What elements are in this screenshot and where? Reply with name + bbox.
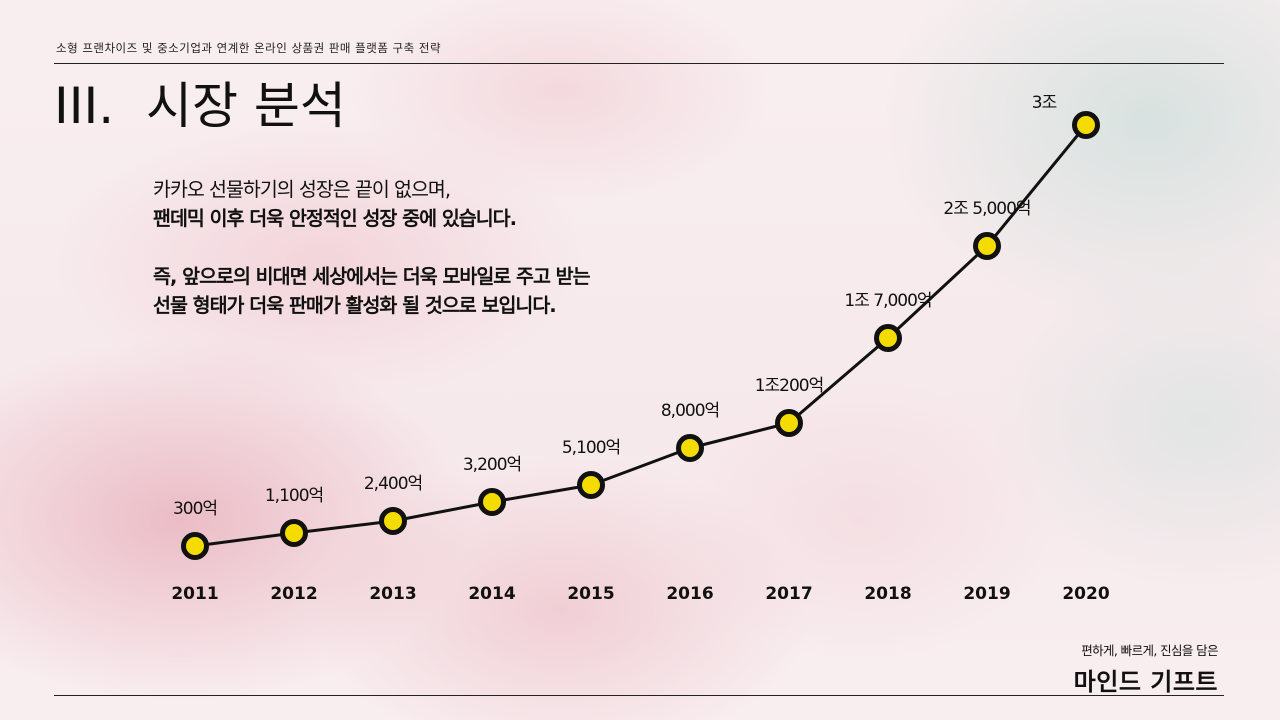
x-tick-2018: 2018 <box>864 584 911 604</box>
x-tick-2013: 2013 <box>369 584 416 604</box>
description-line-4: 선물 형태가 더욱 판매가 활성화 될 것으로 보입니다. <box>153 294 557 317</box>
data-label-2016: 8,000억 <box>661 401 719 421</box>
data-point-2017 <box>775 409 803 437</box>
data-label-2019: 2조 5,000억 <box>943 199 1030 219</box>
data-label-2012: 1,100억 <box>265 486 323 506</box>
top-divider <box>54 63 1224 64</box>
section-title: 시장 분석 <box>146 77 346 135</box>
x-tick-2015: 2015 <box>567 584 614 604</box>
description-line-1: 카카오 선물하기의 성장은 끝이 없으며, <box>153 178 451 201</box>
data-point-2015 <box>577 471 605 499</box>
description-text: 카카오 선물하기의 성장은 끝이 없으며, 팬데믹 이후 더욱 안정적인 성장 … <box>153 175 591 320</box>
brand-block: 편하게, 빠르게, 진심을 담은 마인드 기프트 <box>1073 640 1219 697</box>
data-label-2017: 1조200억 <box>755 376 824 396</box>
x-tick-2012: 2012 <box>270 584 317 604</box>
data-label-2018: 1조 7,000억 <box>844 291 931 311</box>
x-tick-2017: 2017 <box>765 584 812 604</box>
data-label-2013: 2,400억 <box>364 474 422 494</box>
data-point-2018 <box>874 324 902 352</box>
description-line-3: 즉, 앞으로의 비대면 세상에서는 더욱 모바일로 주고 받는 <box>153 265 591 288</box>
x-tick-2016: 2016 <box>666 584 713 604</box>
description-line-2: 팬데믹 이후 더욱 안정적인 성장 중에 있습니다. <box>153 207 517 230</box>
data-label-2015: 5,100억 <box>562 438 620 458</box>
data-point-2014 <box>478 488 506 516</box>
data-point-2019 <box>973 232 1001 260</box>
x-tick-2011: 2011 <box>171 584 218 604</box>
data-point-2012 <box>280 519 308 547</box>
document-subtitle: 소형 프랜차이즈 및 중소기업과 연계한 온라인 상품권 판매 플랫폼 구축 전… <box>56 41 442 55</box>
data-point-2013 <box>379 507 407 535</box>
data-label-2014: 3,200억 <box>463 455 521 475</box>
bottom-divider <box>54 695 1224 696</box>
section-number: III. <box>54 77 115 135</box>
page-title: III. 시장 분석 <box>54 66 346 138</box>
x-tick-2014: 2014 <box>468 584 515 604</box>
brand-name: 마인드 기프트 <box>1073 668 1218 696</box>
data-point-2016 <box>676 434 704 462</box>
brand-tagline: 편하게, 빠르게, 진심을 담은 <box>1081 643 1218 658</box>
series-line <box>194 124 1088 548</box>
data-label-2020: 3조 <box>1032 93 1057 113</box>
x-tick-2020: 2020 <box>1062 584 1109 604</box>
data-point-2011 <box>181 532 209 560</box>
data-label-2011: 300억 <box>173 499 217 519</box>
x-tick-2019: 2019 <box>963 584 1010 604</box>
data-point-2020 <box>1072 111 1100 139</box>
